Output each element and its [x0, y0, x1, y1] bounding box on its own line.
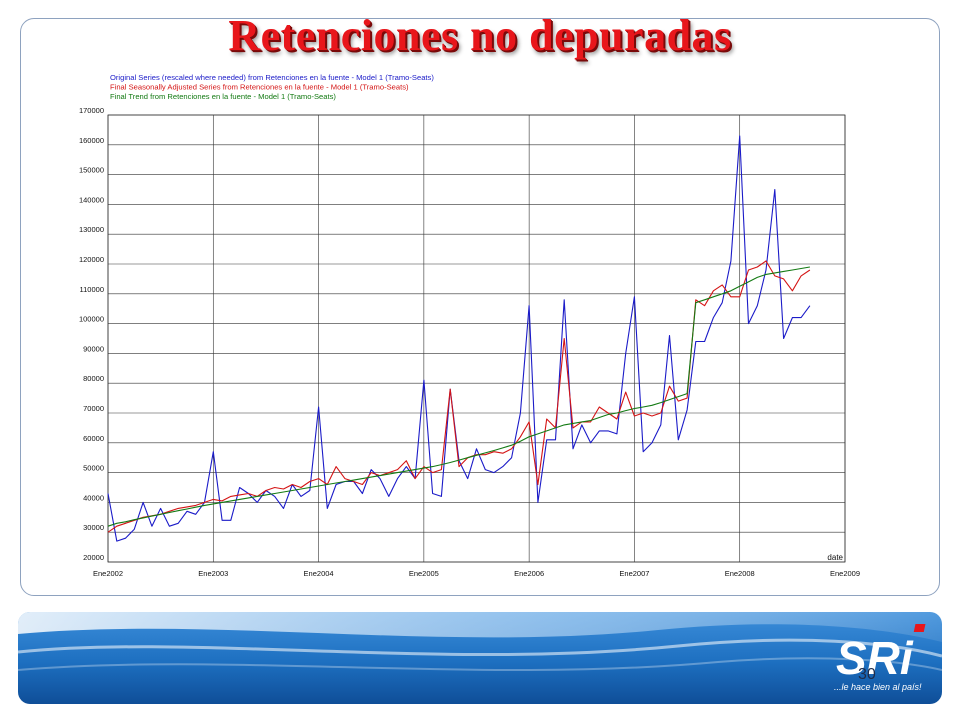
y-tick-label: 150000: [79, 166, 104, 175]
y-tick-label: 90000: [83, 344, 104, 353]
y-tick-label: 50000: [83, 464, 104, 473]
y-tick-label: 20000: [83, 553, 104, 562]
y-tick-label: 60000: [83, 434, 104, 443]
y-tick-label: 40000: [83, 493, 104, 502]
y-tick-label: 30000: [83, 523, 104, 532]
y-tick-label: 110000: [80, 285, 104, 294]
series-original-line: [107, 135, 811, 542]
chart-legend: Original Series (rescaled where needed) …: [110, 73, 434, 101]
legend-entry: Final Trend from Retenciones en la fuent…: [110, 92, 336, 101]
sri-logo-text: SRi: [836, 632, 914, 684]
x-tick-label: Ene2006: [514, 569, 544, 578]
x-axis-label: date: [827, 553, 843, 562]
line-chart: 170000 160000 150000 140000 130000 120000 1100…: [79, 73, 860, 578]
content-frame: [20, 18, 940, 596]
x-tick-label: Ene2004: [304, 569, 334, 578]
footer-band: SRi ...le hace bien al país!: [18, 612, 942, 704]
y-tick-label: 140000: [79, 195, 104, 204]
y-tick-labels: 170000 160000 150000 140000 130000 120000 1100…: [79, 106, 104, 562]
sri-logo-tagline: ...le hace bien al país!: [834, 682, 922, 692]
sri-logo: SRi ...le hace bien al país!: [834, 624, 926, 692]
series-trend-line: [107, 266, 810, 527]
y-tick-label: 100000: [79, 315, 104, 324]
x-tick-label: Ene2007: [619, 569, 649, 578]
x-tick-label: Ene2005: [409, 569, 439, 578]
legend-entry: Original Series (rescaled where needed) …: [110, 73, 434, 82]
y-tick-label: 70000: [83, 404, 104, 413]
x-tick-label: Ene2003: [198, 569, 228, 578]
chart-grid: [107, 114, 846, 563]
slide-title: Retenciones no depuradas: [228, 11, 732, 60]
y-tick-label: 120000: [79, 255, 104, 264]
x-tick-labels: Ene2002 Ene2003 Ene2004 Ene2005 Ene2006 Ene20…: [93, 569, 860, 578]
chart-series: [107, 135, 811, 542]
x-tick-label: Ene2008: [725, 569, 755, 578]
legend-entry: Final Seasonally Adjusted Series from Re…: [110, 83, 409, 92]
y-tick-label: 170000: [79, 106, 104, 115]
y-tick-label: 80000: [83, 374, 104, 383]
y-tick-label: 160000: [79, 136, 104, 145]
sri-logo-accent: [913, 624, 926, 632]
x-tick-label: Ene2009: [830, 569, 860, 578]
x-tick-label: Ene2002: [93, 569, 123, 578]
y-tick-label: 130000: [79, 225, 104, 234]
page-number: 30: [858, 666, 876, 683]
